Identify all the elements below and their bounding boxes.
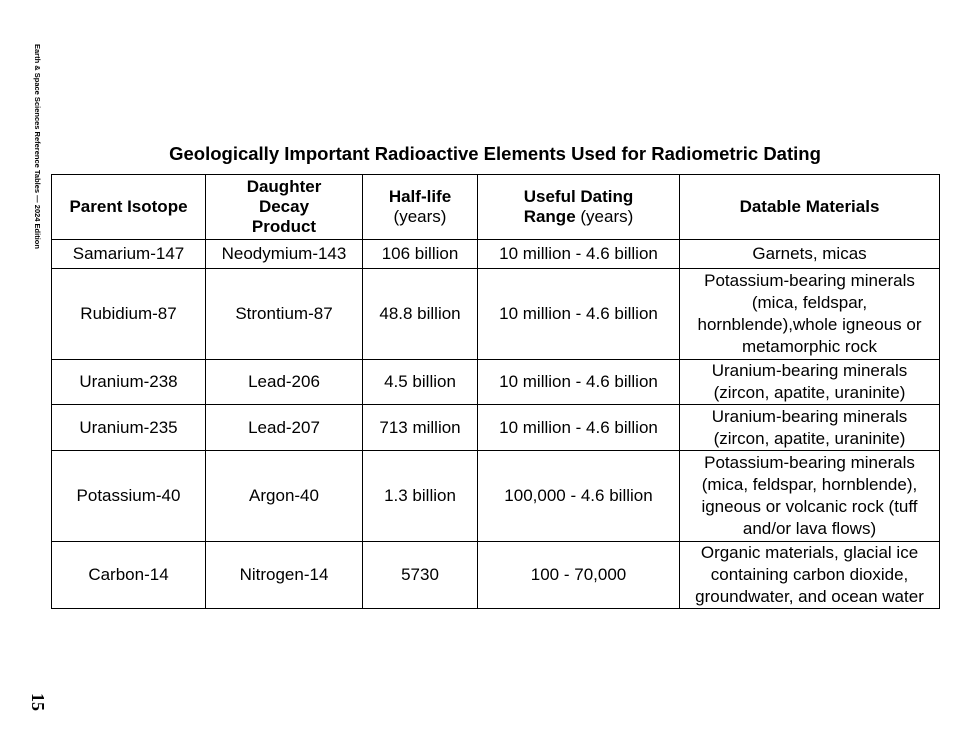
- cell-dating-range: 10 million - 4.6 billion: [477, 239, 680, 269]
- header-daughter-product: Daughter Decay Product: [205, 174, 363, 240]
- cell-dating-range: 100 - 70,000: [477, 541, 680, 609]
- table-row: Samarium-147 Neodymium-143 106 billion 10 m…: [51, 239, 940, 269]
- cell-daughter-product: Nitrogen-14: [205, 541, 363, 609]
- cell-parent-isotope: Uranium-238: [51, 359, 206, 405]
- cell-daughter-product: Argon-40: [205, 450, 363, 542]
- cell-datable-materials: Uranium-bearing minerals (zircon, apatit…: [679, 404, 940, 451]
- table-row: Rubidium-87 Strontium-87 48.8 billion 10 mi…: [51, 268, 940, 360]
- cell-parent-isotope: Carbon-14: [51, 541, 206, 609]
- cell-half-life: 713 million: [362, 404, 478, 451]
- header-dating-range: Useful Dating Range (years): [477, 174, 680, 240]
- cell-half-life: 48.8 billion: [362, 268, 478, 360]
- page-number: 15: [28, 693, 48, 711]
- cell-datable-materials: Potassium-bearing minerals (mica, feldsp…: [679, 450, 940, 542]
- header-row: Parent Isotope Daughter Decay Product Ha…: [51, 174, 940, 240]
- cell-half-life: 4.5 billion: [362, 359, 478, 405]
- radioactive-elements-table: Parent Isotope Daughter Decay Product Ha…: [51, 174, 940, 609]
- cell-daughter-product: Lead-207: [205, 404, 363, 451]
- header-half-life: Half-life (years): [362, 174, 478, 240]
- cell-daughter-product: Strontium-87: [205, 268, 363, 360]
- cell-daughter-product: Neodymium-143: [205, 239, 363, 269]
- cell-dating-range: 100,000 - 4.6 billion: [477, 450, 680, 542]
- cell-datable-materials: Garnets, micas: [679, 239, 940, 269]
- header-datable-materials: Datable Materials: [679, 174, 940, 240]
- cell-half-life: 106 billion: [362, 239, 478, 269]
- cell-datable-materials: Organic materials, glacial ice containin…: [679, 541, 940, 609]
- cell-datable-materials: Uranium-bearing minerals (zircon, apatit…: [679, 359, 940, 405]
- cell-half-life: 5730: [362, 541, 478, 609]
- cell-dating-range: 10 million - 4.6 billion: [477, 268, 680, 360]
- cell-dating-range: 10 million - 4.6 billion: [477, 404, 680, 451]
- cell-parent-isotope: Rubidium-87: [51, 268, 206, 360]
- cell-parent-isotope: Potassium-40: [51, 450, 206, 542]
- cell-parent-isotope: Samarium-147: [51, 239, 206, 269]
- cell-parent-isotope: Uranium-235: [51, 404, 206, 451]
- cell-datable-materials: Potassium-bearing minerals (mica, feldsp…: [679, 268, 940, 360]
- cell-dating-range: 10 million - 4.6 billion: [477, 359, 680, 405]
- table-title: Geologically Important Radioactive Eleme…: [169, 143, 821, 164]
- table-row: Potassium-40 Argon-40 1.3 billion 100,000 -…: [51, 450, 940, 542]
- table-row: Uranium-235 Lead-207 713 million 10 million…: [51, 404, 940, 451]
- table-row: Carbon-14 Nitrogen-14 5730 100 - 70,000 Orga…: [51, 541, 940, 609]
- header-parent-isotope: Parent Isotope: [51, 174, 206, 240]
- side-edition-text: Earth & Space Sciences Reference Tables …: [33, 44, 42, 249]
- cell-half-life: 1.3 billion: [362, 450, 478, 542]
- cell-daughter-product: Lead-206: [205, 359, 363, 405]
- table-row: Uranium-238 Lead-206 4.5 billion 10 million…: [51, 359, 940, 405]
